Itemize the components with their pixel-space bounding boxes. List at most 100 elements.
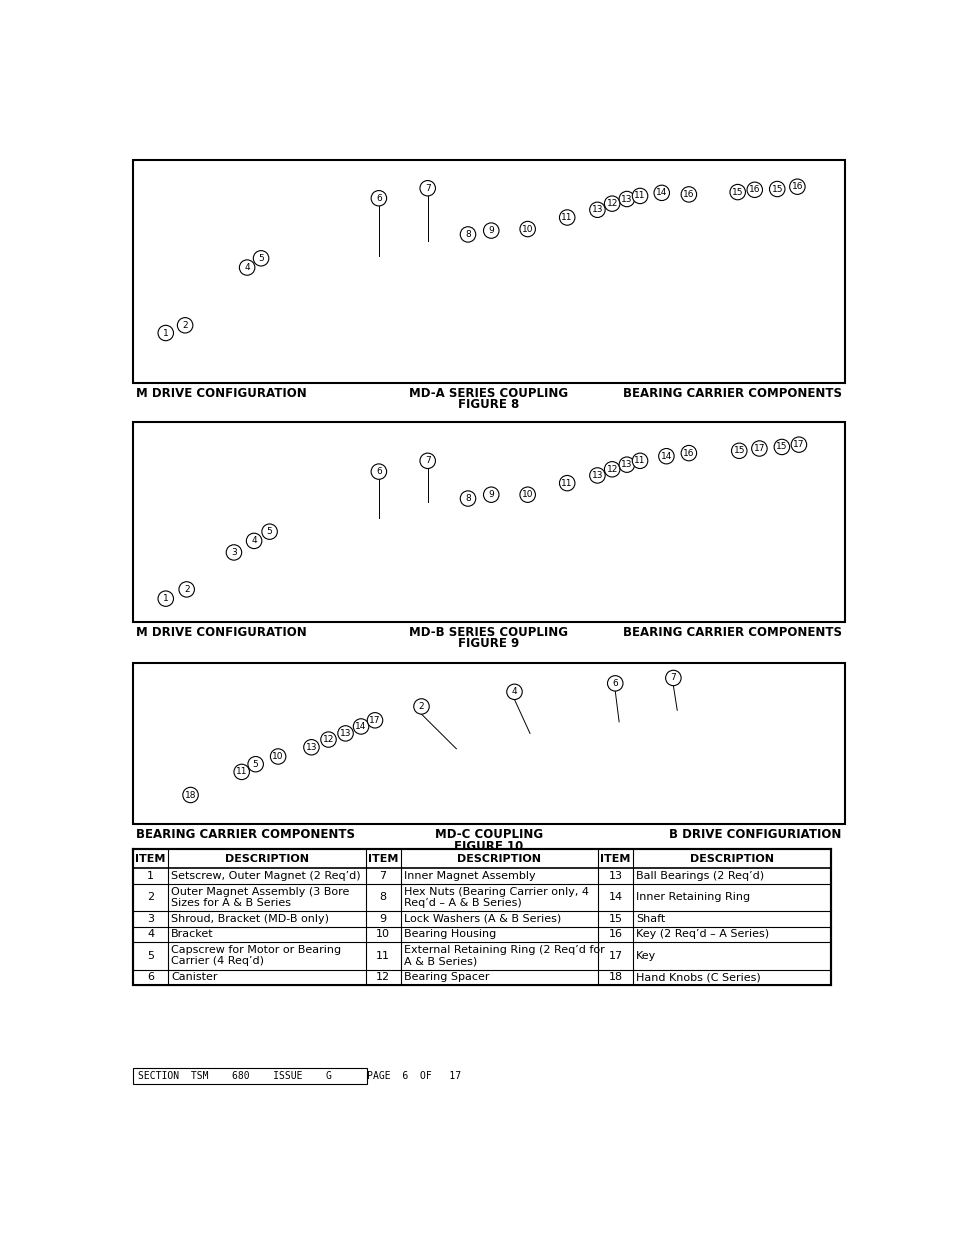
Text: 18: 18 [608,972,622,983]
Text: 11: 11 [561,212,573,222]
Text: DESCRIPTION: DESCRIPTION [689,853,773,863]
Circle shape [789,179,804,194]
Text: 15: 15 [776,442,787,452]
Text: 16: 16 [791,183,802,191]
Circle shape [680,446,696,461]
Text: 4: 4 [511,688,517,697]
Circle shape [746,182,761,198]
Text: 5: 5 [147,951,154,961]
Text: 10: 10 [521,490,533,499]
Text: 16: 16 [748,185,760,194]
Text: FIGURE 9: FIGURE 9 [457,637,519,650]
Text: 2: 2 [184,585,190,594]
Text: 13: 13 [591,471,602,480]
Circle shape [604,462,619,477]
Circle shape [226,545,241,561]
Circle shape [773,440,789,454]
Circle shape [632,453,647,468]
Circle shape [558,210,575,225]
Text: 13: 13 [620,461,632,469]
Text: 6: 6 [612,679,618,688]
Text: 7: 7 [424,456,430,466]
Text: DESCRIPTION: DESCRIPTION [225,853,309,863]
Circle shape [680,186,696,203]
Text: FIGURE 8: FIGURE 8 [457,399,519,411]
Text: Ball Bearings (2 Req’d): Ball Bearings (2 Req’d) [636,871,763,881]
Circle shape [459,227,476,242]
Text: 7: 7 [379,871,386,881]
Circle shape [337,726,353,741]
Text: 1: 1 [163,329,169,337]
Text: Carrier (4 Req’d): Carrier (4 Req’d) [171,956,264,967]
Text: 15: 15 [608,914,622,924]
Circle shape [618,191,634,206]
Circle shape [246,534,261,548]
Circle shape [414,699,429,714]
Circle shape [233,764,249,779]
Text: BEARING CARRIER COMPONENTS: BEARING CARRIER COMPONENTS [622,626,841,638]
Text: 13: 13 [339,729,351,737]
Circle shape [179,582,194,597]
Text: External Retaining Ring (2 Req’d for: External Retaining Ring (2 Req’d for [403,945,604,956]
Text: 12: 12 [606,199,618,209]
Text: 4: 4 [244,263,250,272]
Text: 8: 8 [379,893,386,903]
Circle shape [353,719,369,734]
Text: 17: 17 [608,951,622,961]
Text: 8: 8 [465,494,471,503]
Text: MD-A SERIES COUPLING: MD-A SERIES COUPLING [409,387,568,400]
Circle shape [665,671,680,685]
Text: 1: 1 [147,871,154,881]
Text: 12: 12 [606,464,618,474]
Circle shape [558,475,575,490]
Text: Lock Washers (A & B Series): Lock Washers (A & B Series) [403,914,560,924]
Circle shape [270,748,286,764]
Text: 13: 13 [591,205,602,215]
Circle shape [589,468,604,483]
Text: 10: 10 [521,225,533,233]
Text: 12: 12 [375,972,390,983]
Text: 13: 13 [305,742,316,752]
Text: 12: 12 [322,735,334,743]
Text: 14: 14 [355,722,366,731]
Text: 11: 11 [235,767,247,777]
Text: 13: 13 [608,871,622,881]
Text: 13: 13 [620,195,632,204]
Text: Bracket: Bracket [171,930,213,940]
Text: 11: 11 [375,951,390,961]
Text: 10: 10 [375,930,390,940]
Text: Inner Magnet Assembly: Inner Magnet Assembly [403,871,535,881]
Text: 17: 17 [792,440,803,450]
Text: 4: 4 [251,536,256,546]
Text: 6: 6 [375,194,381,203]
Text: DESCRIPTION: DESCRIPTION [456,853,540,863]
Text: A & B Series): A & B Series) [403,956,476,967]
Text: Bearing Housing: Bearing Housing [403,930,496,940]
Circle shape [459,490,476,506]
Circle shape [320,732,335,747]
Text: 5: 5 [267,527,273,536]
Text: 15: 15 [771,184,782,194]
Circle shape [483,487,498,503]
Text: 7: 7 [424,184,430,193]
Text: 16: 16 [682,448,694,458]
Text: Setscrew, Outer Magnet (2 Req’d): Setscrew, Outer Magnet (2 Req’d) [171,871,360,881]
Text: 11: 11 [561,479,573,488]
Circle shape [371,464,386,479]
Bar [133,421,843,621]
Circle shape [253,251,269,266]
Text: BEARING CARRIER COMPONENTS: BEARING CARRIER COMPONENTS [622,387,841,400]
Text: 15: 15 [731,188,742,196]
Text: Key (2 Req’d – A Series): Key (2 Req’d – A Series) [636,930,768,940]
Text: 6: 6 [375,467,381,477]
Text: 7: 7 [670,673,676,683]
Circle shape [658,448,674,464]
Circle shape [506,684,521,699]
Circle shape [618,457,634,472]
Text: Bearing Spacer: Bearing Spacer [403,972,489,983]
Text: 14: 14 [660,452,671,461]
Text: Canister: Canister [171,972,217,983]
Circle shape [731,443,746,458]
Circle shape [371,190,386,206]
Text: 3: 3 [231,548,236,557]
